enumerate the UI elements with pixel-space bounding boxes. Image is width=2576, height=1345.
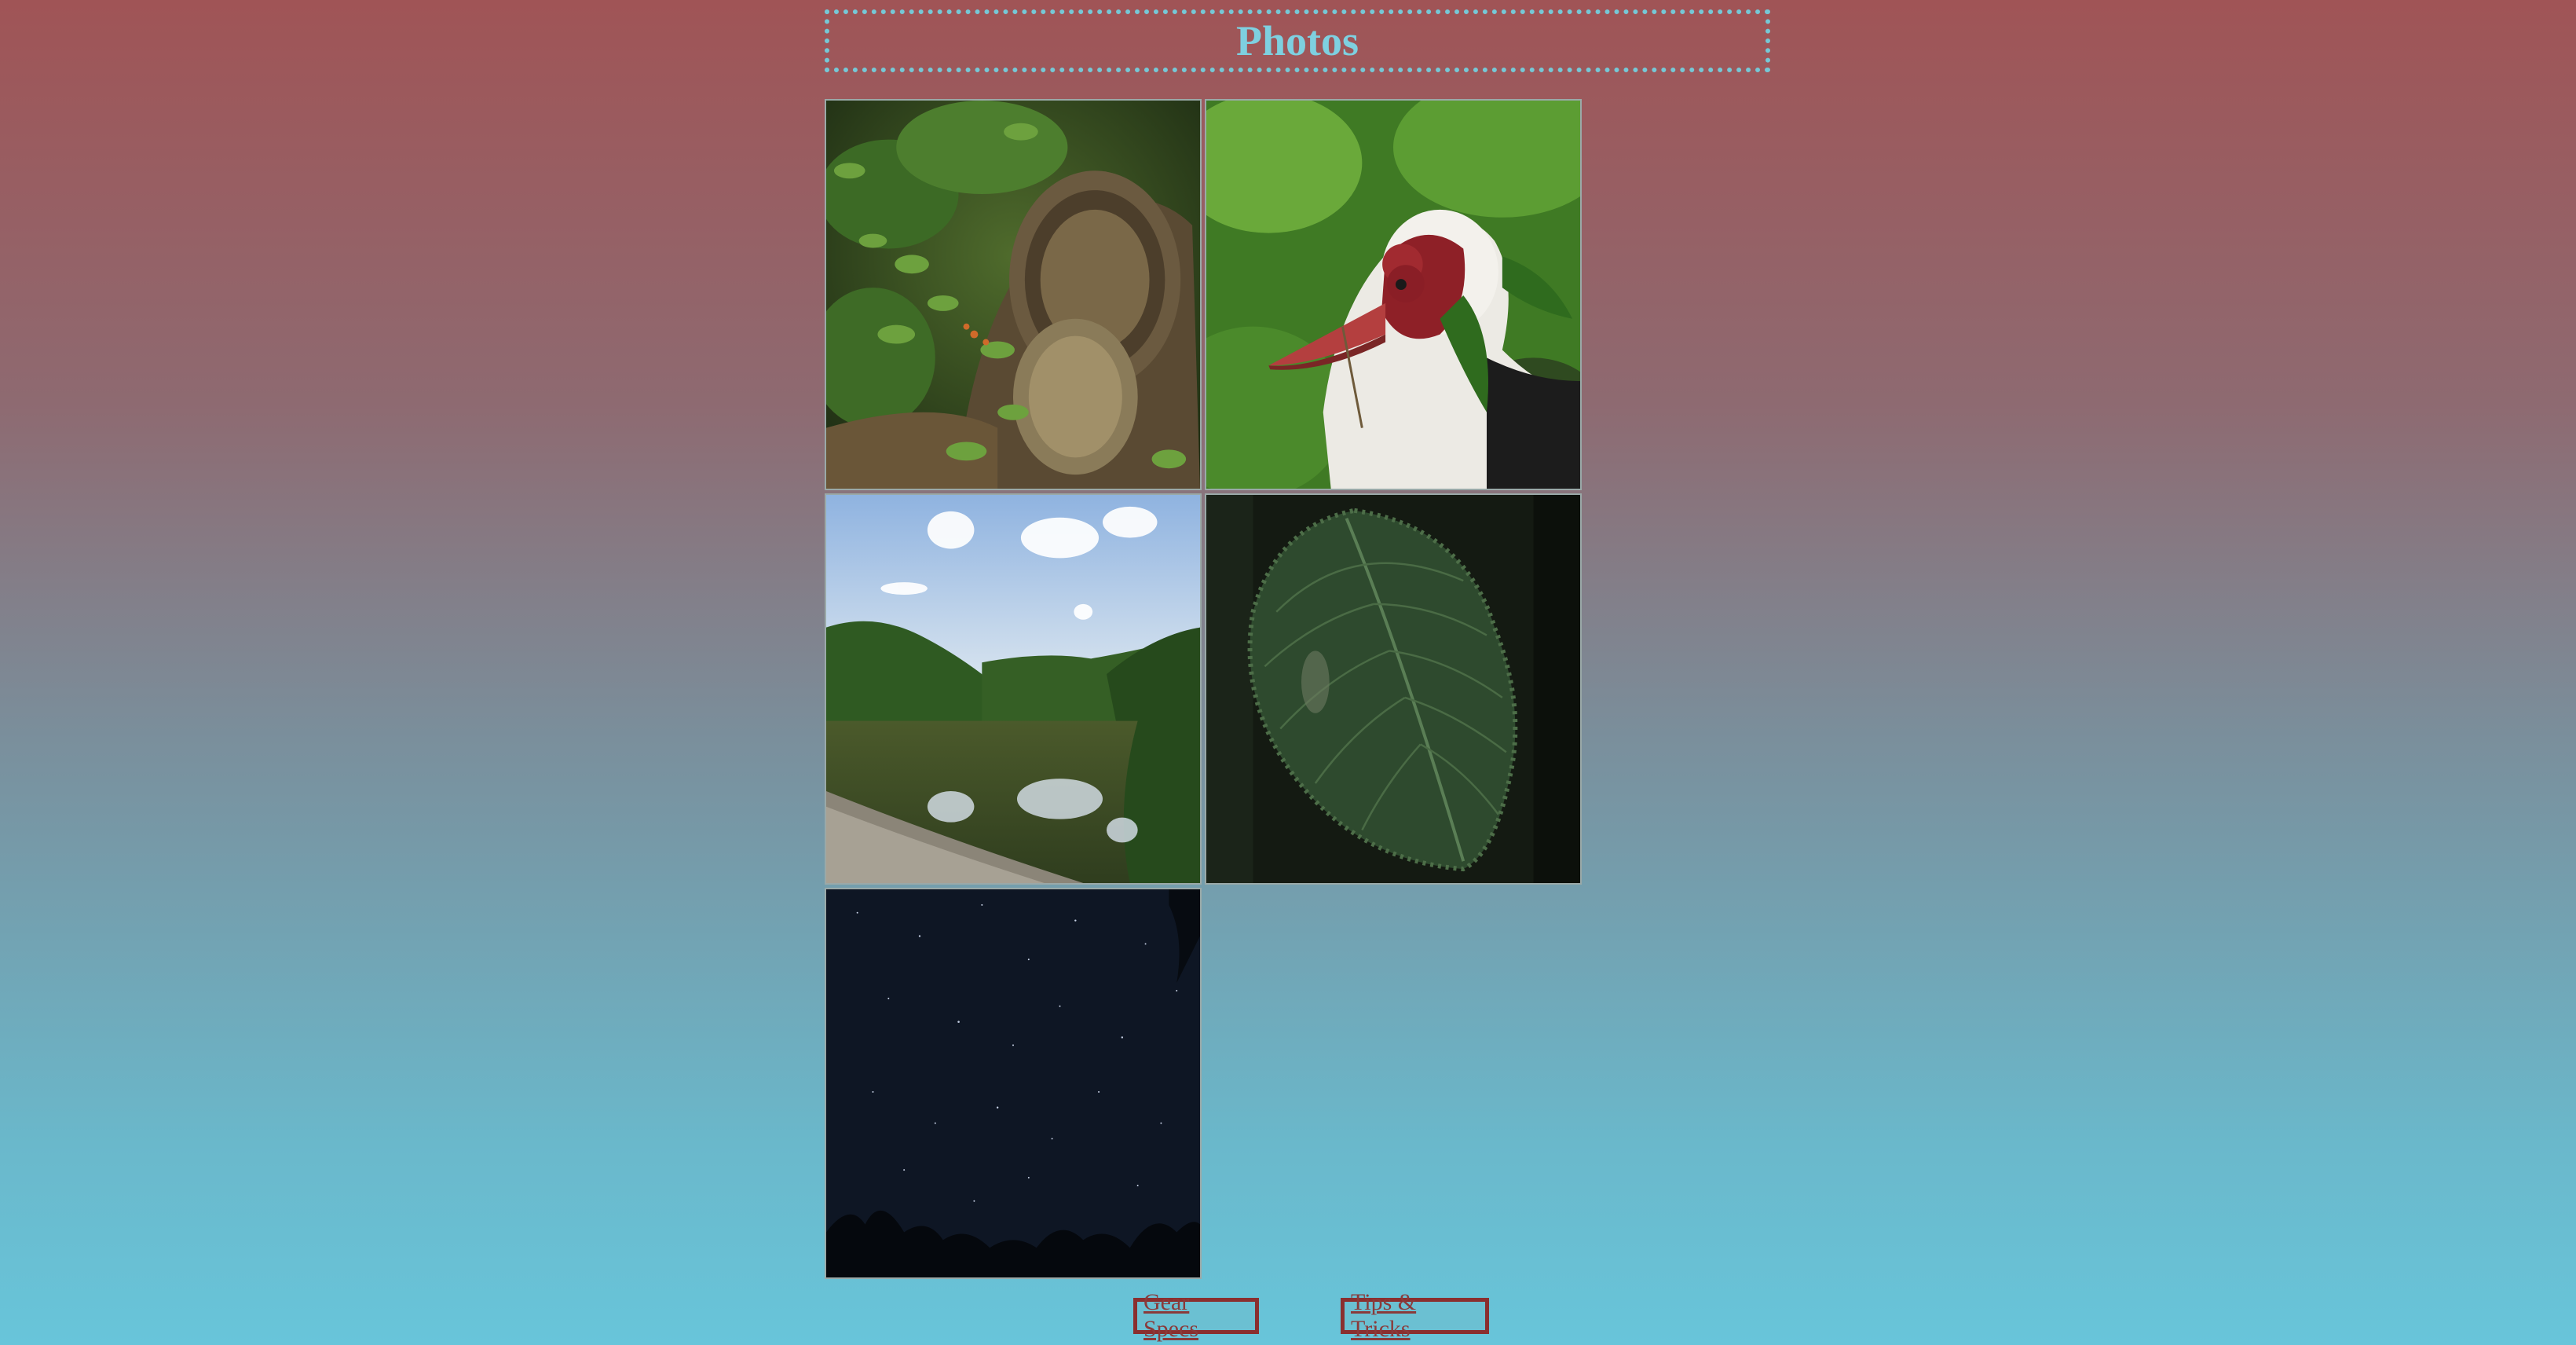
- photo-night-sky[interactable]: [825, 888, 1202, 1279]
- gear-specs-link[interactable]: Gear Specs: [1133, 1289, 1259, 1342]
- page-header: Photos: [825, 9, 1770, 72]
- photo-night-sky-image: [826, 889, 1200, 1277]
- photo-mossy-log-image: [826, 101, 1200, 489]
- photo-mossy-log[interactable]: [825, 99, 1202, 490]
- photo-river-image: [826, 495, 1200, 883]
- photo-river[interactable]: [825, 493, 1202, 885]
- photo-duck[interactable]: [1205, 99, 1582, 490]
- tips-tricks-link[interactable]: Tips & Tricks: [1341, 1289, 1489, 1342]
- photo-leaf-image: [1206, 495, 1580, 883]
- photo-duck-image: [1206, 101, 1580, 489]
- page-title: Photos: [1235, 17, 1359, 64]
- photo-leaf[interactable]: [1205, 493, 1582, 885]
